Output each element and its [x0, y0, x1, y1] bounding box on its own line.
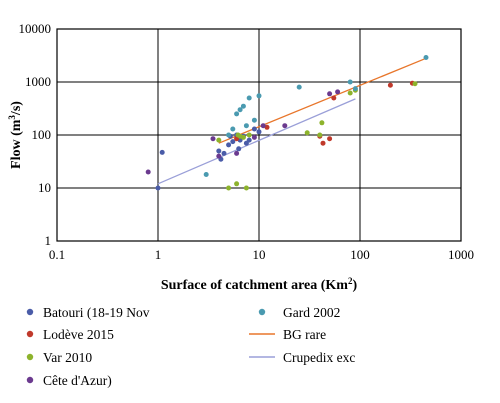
- data-point: [240, 134, 246, 140]
- data-point: [251, 126, 257, 132]
- data-point: [412, 81, 418, 87]
- x-tick-label: 1: [155, 247, 162, 262]
- data-point: [230, 139, 236, 145]
- y-tick-label: 10000: [19, 21, 52, 36]
- data-point: [216, 148, 222, 154]
- data-point: [246, 95, 252, 101]
- legend: Batouri (18-19 Nov Lodève 2015 Var 2010 Cêt…: [26, 305, 355, 388]
- data-point: [216, 153, 222, 159]
- data-point: [260, 123, 266, 129]
- data-point: [251, 134, 257, 140]
- data-point: [210, 136, 216, 142]
- data-point: [387, 82, 393, 88]
- data-point: [155, 185, 161, 191]
- data-points: [145, 55, 429, 191]
- legend-label: Gard 2002: [283, 305, 340, 320]
- legend-label: Batouri (18-19 Nov: [43, 305, 150, 320]
- y-tick-label: 1000: [25, 74, 51, 89]
- data-point: [317, 132, 323, 138]
- legend-label: Cête d'Azur): [43, 373, 112, 388]
- data-point: [234, 150, 240, 156]
- data-point: [296, 84, 302, 90]
- grid-lines: [56, 28, 462, 242]
- data-point: [145, 169, 151, 175]
- data-point: [347, 90, 353, 96]
- y-tick-label: 100: [32, 127, 52, 142]
- x-tick-label: 1000: [448, 247, 474, 262]
- legend-marker: [26, 376, 34, 384]
- data-point: [423, 55, 429, 60]
- data-point: [230, 126, 236, 132]
- data-point: [352, 86, 358, 92]
- plot-area: [56, 28, 462, 242]
- data-point: [264, 124, 270, 130]
- data-point: [236, 146, 242, 152]
- data-point: [221, 150, 227, 156]
- data-point: [243, 185, 249, 191]
- data-point: [327, 91, 333, 97]
- data-point: [256, 93, 262, 99]
- trend-line: [157, 98, 356, 185]
- data-point: [246, 137, 252, 143]
- data-point: [234, 111, 240, 117]
- y-tick-label: 1: [45, 233, 52, 248]
- data-point: [226, 142, 232, 148]
- data-point: [256, 129, 262, 135]
- y-axis-label: Flow (m3/s): [7, 101, 24, 169]
- legend-marker: [258, 308, 266, 316]
- data-point: [203, 172, 209, 177]
- legend-marker: [26, 308, 34, 316]
- data-point: [331, 95, 337, 101]
- legend-label: Lodève 2015: [43, 327, 114, 342]
- data-point: [251, 117, 257, 123]
- data-point: [246, 132, 252, 138]
- x-tick-label: 0.1: [49, 247, 65, 262]
- y-tick-label: 10: [38, 180, 51, 195]
- data-point: [240, 103, 246, 109]
- data-point: [226, 185, 232, 191]
- data-point: [320, 140, 326, 146]
- data-point: [243, 123, 249, 129]
- series-lines: [157, 57, 427, 185]
- legend-label: Crupedix exc: [283, 350, 355, 365]
- trend-line: [218, 57, 427, 144]
- x-axis-label: Surface of catchment area (Km2): [161, 276, 358, 293]
- data-point: [234, 181, 240, 187]
- x-tick-label: 10: [253, 247, 266, 262]
- data-point: [304, 130, 310, 136]
- data-point: [319, 120, 325, 126]
- legend-label: Var 2010: [43, 350, 92, 365]
- data-point: [226, 132, 232, 138]
- legend-label: BG rare: [283, 327, 326, 342]
- data-point: [159, 149, 165, 155]
- legend-marker: [26, 330, 34, 338]
- data-point: [335, 89, 341, 95]
- legend-marker: [26, 353, 34, 361]
- data-point: [282, 123, 288, 129]
- data-point: [216, 137, 222, 143]
- data-point: [237, 107, 243, 113]
- x-tick-label: 100: [350, 247, 370, 262]
- data-point: [327, 136, 333, 142]
- data-point: [347, 79, 353, 85]
